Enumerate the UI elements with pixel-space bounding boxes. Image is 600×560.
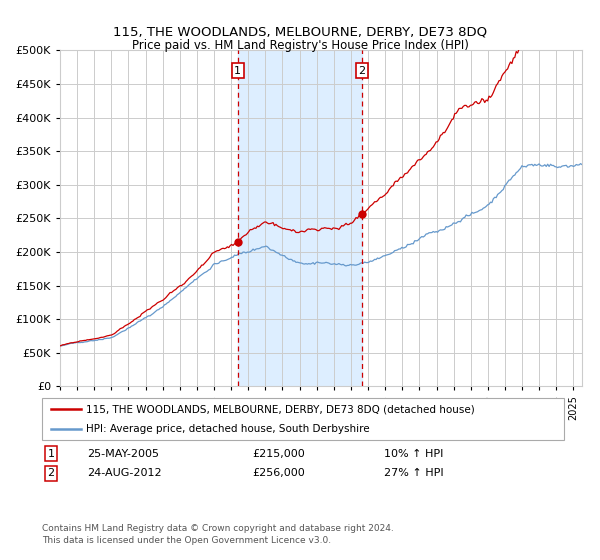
Text: 1: 1 [47,449,55,459]
Text: 24-AUG-2012: 24-AUG-2012 [87,468,161,478]
Text: 10% ↑ HPI: 10% ↑ HPI [384,449,443,459]
Text: 27% ↑ HPI: 27% ↑ HPI [384,468,443,478]
Text: 2: 2 [47,468,55,478]
Text: 25-MAY-2005: 25-MAY-2005 [87,449,159,459]
Text: 115, THE WOODLANDS, MELBOURNE, DERBY, DE73 8DQ: 115, THE WOODLANDS, MELBOURNE, DERBY, DE… [113,25,487,38]
Text: 1: 1 [235,66,241,76]
Text: Contains HM Land Registry data © Crown copyright and database right 2024.: Contains HM Land Registry data © Crown c… [42,524,394,533]
Text: £256,000: £256,000 [252,468,305,478]
Text: This data is licensed under the Open Government Licence v3.0.: This data is licensed under the Open Gov… [42,536,331,545]
Bar [238,50,362,386]
Text: £215,000: £215,000 [252,449,305,459]
Text: Price paid vs. HM Land Registry's House Price Index (HPI): Price paid vs. HM Land Registry's House … [131,39,469,52]
Text: 2: 2 [359,66,365,76]
Text: 115, THE WOODLANDS, MELBOURNE, DERBY, DE73 8DQ (detached house): 115, THE WOODLANDS, MELBOURNE, DERBY, DE… [86,404,475,414]
Text: HPI: Average price, detached house, South Derbyshire: HPI: Average price, detached house, Sout… [86,424,370,433]
